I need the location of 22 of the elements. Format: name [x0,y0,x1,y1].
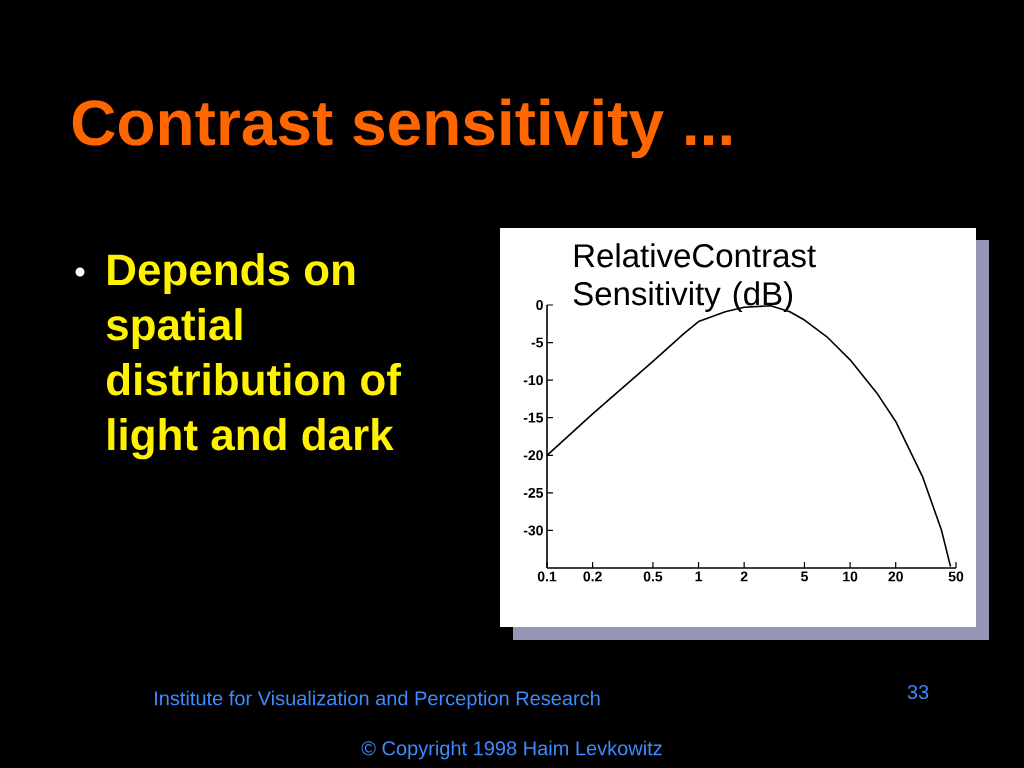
x-tick-label: 2 [740,571,748,582]
x-tick-label: 10 [843,571,858,582]
x-tick-label: 1 [695,571,703,582]
y-tick-label: -5 [531,337,544,348]
x-tick-label: 0.5 [643,571,663,582]
chart-title: Contrast sensitivity ... [72,98,731,159]
y-tick-label: -20 [523,450,543,461]
text: Depends on spatial distribution of light and dark [106,253,402,460]
x-tick-label: 20 [888,571,903,582]
y-tick-label: -25 [523,487,544,498]
x-tick-label: 0.2 [583,571,602,582]
text: 33 [907,684,929,700]
y-axis-title: RelativeContrast Sensitivity (dB) [573,243,816,312]
x-tick-label: 0.1 [537,571,557,582]
y-tick-label: -30 [523,525,543,536]
text: Institute for Visualization and Perception Research [155,690,600,710]
x-tick-label: 5 [801,571,808,582]
y-tick-label: -10 [523,375,543,386]
y-tick-label: -15 [523,412,544,423]
y-tick-label: 0 [536,300,543,310]
text: © Copyright 1998 Haim Levkowitz [361,740,662,760]
x-tick-label: 50 [948,571,964,582]
